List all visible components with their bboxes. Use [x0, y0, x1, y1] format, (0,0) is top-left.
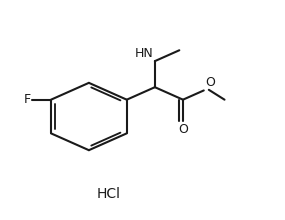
Text: HN: HN	[135, 47, 153, 60]
Text: O: O	[205, 76, 215, 89]
Text: O: O	[178, 123, 188, 136]
Text: F: F	[24, 93, 31, 106]
Text: HCl: HCl	[97, 187, 121, 201]
